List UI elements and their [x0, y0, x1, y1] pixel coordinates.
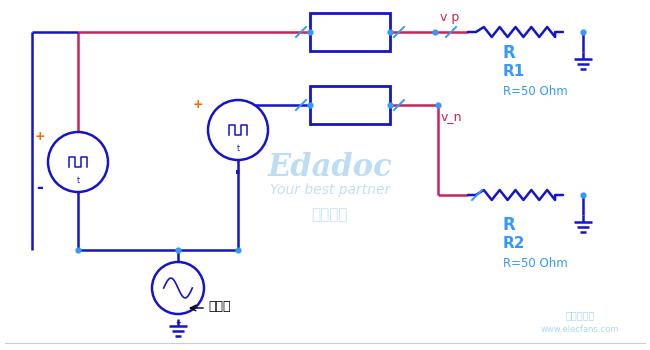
Text: R=50 Ohm: R=50 Ohm	[503, 257, 567, 270]
Text: .: .	[234, 159, 242, 177]
Text: Edadoc: Edadoc	[268, 153, 393, 183]
Text: v p: v p	[440, 11, 460, 24]
Text: 地干扰: 地干扰	[208, 300, 231, 313]
Text: +: +	[192, 98, 203, 111]
Circle shape	[48, 132, 108, 192]
Text: -: -	[36, 179, 44, 197]
Text: R=50 Ohm: R=50 Ohm	[503, 85, 567, 98]
Text: v_n: v_n	[441, 110, 463, 123]
Text: Your best partner: Your best partner	[270, 183, 390, 197]
Text: 电子发烧点: 电子发烧点	[566, 310, 595, 320]
Bar	[310, 86, 390, 124]
Bar	[310, 13, 390, 51]
Text: R1: R1	[503, 64, 525, 79]
Text: t: t	[77, 176, 79, 185]
Text: -: -	[176, 315, 181, 330]
Text: t: t	[237, 144, 240, 153]
Text: R: R	[503, 44, 515, 62]
Text: 一博科技: 一博科技	[312, 208, 348, 223]
Text: www.elecfans.com: www.elecfans.com	[541, 326, 619, 335]
Text: R: R	[503, 216, 515, 234]
Text: +: +	[34, 130, 46, 142]
Circle shape	[152, 262, 204, 314]
Circle shape	[208, 100, 268, 160]
Text: R2: R2	[503, 236, 525, 251]
